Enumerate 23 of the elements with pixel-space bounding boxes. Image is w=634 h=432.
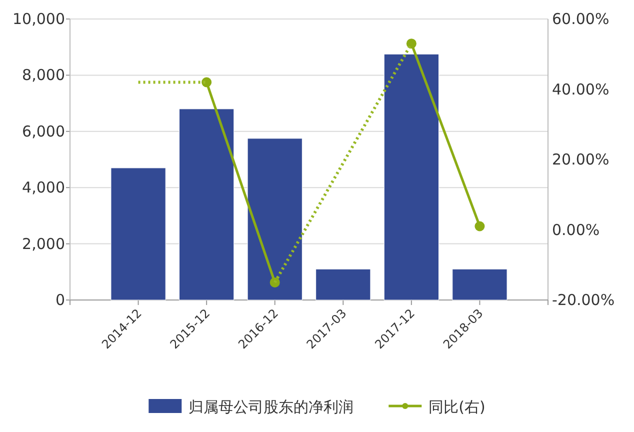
bar bbox=[110, 168, 166, 300]
point bbox=[406, 38, 416, 49]
legend-label: 归属母公司股东的净利润 bbox=[188, 398, 354, 416]
y-tick-label: 8,000 bbox=[22, 66, 65, 84]
y-tick-label: 2,000 bbox=[22, 234, 65, 253]
bar bbox=[247, 138, 302, 300]
y2-tick-label: 60.00% bbox=[552, 10, 610, 28]
y2-tick-label: 20.00% bbox=[552, 150, 610, 168]
y-tick-label: 10,000 bbox=[12, 10, 65, 28]
bar bbox=[179, 108, 234, 300]
y-tick-label: 6,000 bbox=[22, 122, 65, 140]
point bbox=[202, 77, 212, 88]
y2-tick-label: -20.00% bbox=[552, 291, 615, 309]
bar bbox=[384, 54, 439, 300]
y2-tick-label: 0.00% bbox=[552, 220, 600, 239]
y2-tick-label: 40.00% bbox=[552, 80, 610, 98]
y-tick-label: 4,000 bbox=[22, 178, 65, 197]
point bbox=[474, 221, 485, 232]
bar bbox=[316, 268, 371, 300]
legend-label: 同比(右) bbox=[428, 398, 486, 416]
y-tick-label: 0 bbox=[55, 291, 65, 309]
bar bbox=[452, 268, 508, 300]
point bbox=[270, 277, 280, 288]
